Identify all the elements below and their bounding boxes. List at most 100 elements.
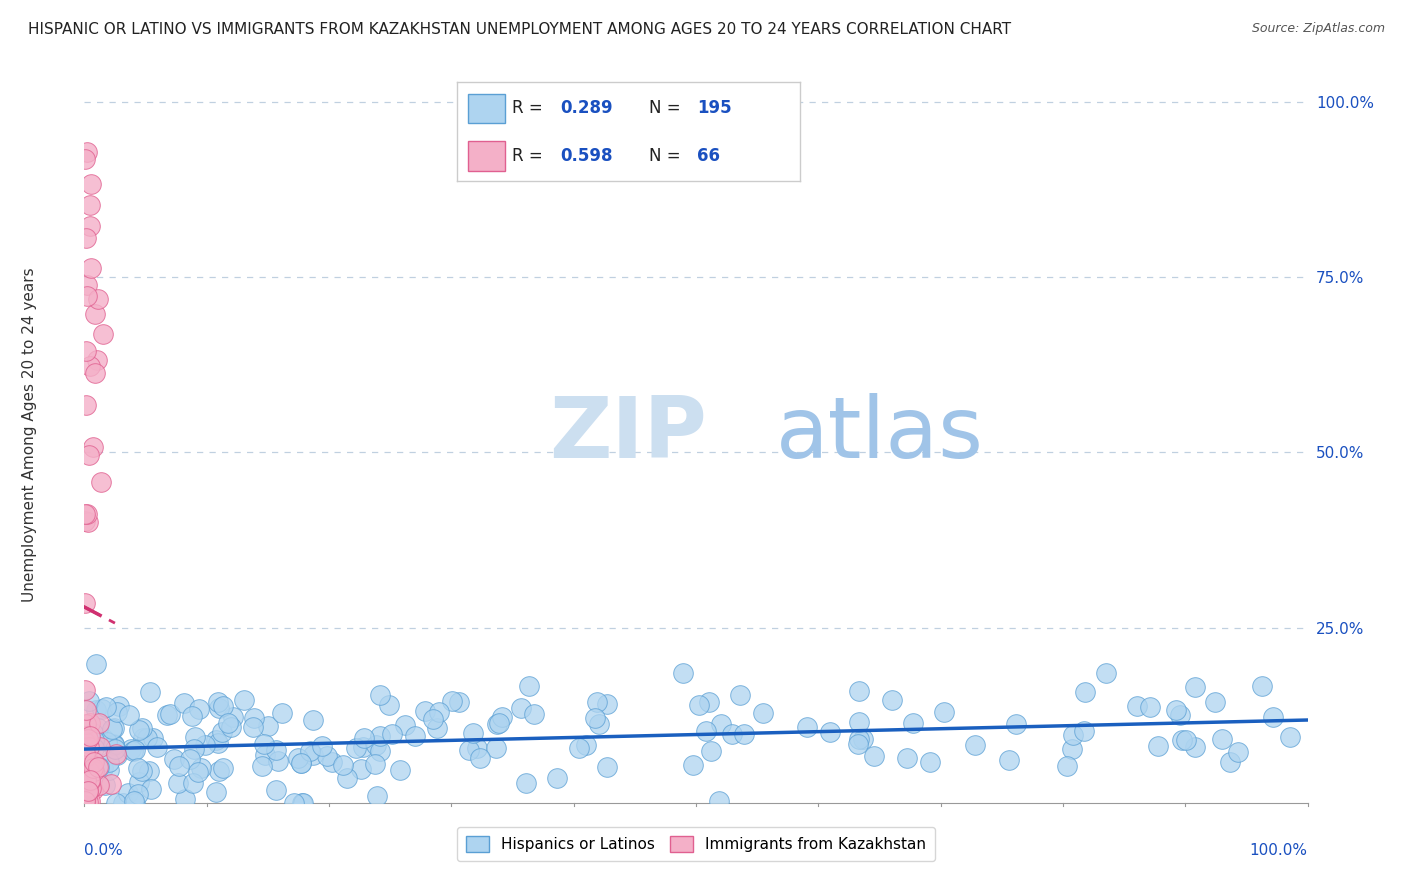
- Point: [83, 366, 105, 380]
- Point: [104, 742, 127, 756]
- Point: [82, 782, 104, 797]
- Point: [368, 689, 391, 703]
- Point: [583, 711, 606, 725]
- Point: [321, 755, 343, 769]
- Point: [344, 741, 367, 756]
- Point: [145, 740, 167, 755]
- Point: [83, 732, 105, 747]
- Point: [75, 507, 97, 521]
- Point: [79, 219, 101, 234]
- Point: [575, 738, 598, 752]
- Point: [80, 736, 103, 750]
- Point: [1204, 695, 1226, 709]
- Point: [266, 754, 288, 768]
- Point: [353, 731, 375, 745]
- Point: [517, 679, 540, 693]
- Point: [87, 722, 110, 736]
- Point: [1074, 685, 1097, 699]
- Point: [426, 721, 449, 735]
- Point: [370, 744, 392, 758]
- Point: [93, 762, 115, 776]
- Point: [75, 399, 97, 413]
- Point: [100, 777, 122, 791]
- Point: [596, 697, 619, 711]
- Point: [77, 735, 100, 749]
- Point: [117, 786, 139, 800]
- Point: [77, 739, 100, 754]
- Point: [79, 793, 101, 807]
- Point: [1062, 728, 1084, 742]
- Point: [491, 710, 513, 724]
- Point: [457, 743, 479, 757]
- Point: [128, 774, 150, 789]
- Point: [217, 715, 239, 730]
- Point: [76, 516, 98, 530]
- Point: [104, 747, 127, 761]
- Point: [1171, 732, 1194, 747]
- Point: [83, 740, 105, 755]
- Point: [76, 795, 98, 809]
- Point: [253, 737, 276, 751]
- Text: 100.0%: 100.0%: [1250, 843, 1308, 858]
- Point: [122, 793, 145, 807]
- Point: [404, 729, 426, 743]
- Point: [131, 721, 153, 735]
- Point: [75, 717, 97, 731]
- Point: [242, 720, 264, 734]
- Point: [96, 735, 118, 749]
- Point: [73, 793, 96, 807]
- Point: [596, 760, 619, 774]
- Point: [76, 731, 98, 746]
- Point: [77, 764, 100, 779]
- Point: [91, 326, 114, 341]
- Point: [75, 596, 97, 610]
- Point: [105, 747, 128, 762]
- Point: [752, 706, 775, 721]
- Point: [468, 751, 491, 765]
- Point: [1261, 710, 1284, 724]
- Point: [77, 784, 100, 798]
- Point: [181, 709, 204, 723]
- Point: [82, 761, 104, 775]
- Point: [167, 776, 190, 790]
- Text: Unemployment Among Ages 20 to 24 years: Unemployment Among Ages 20 to 24 years: [22, 268, 37, 602]
- Point: [121, 743, 143, 757]
- Point: [697, 695, 720, 709]
- Point: [232, 693, 254, 707]
- Point: [89, 716, 111, 731]
- Text: HISPANIC OR LATINO VS IMMIGRANTS FROM KAZAKHSTAN UNEMPLOYMENT AMONG AGES 20 TO 2: HISPANIC OR LATINO VS IMMIGRANTS FROM KA…: [28, 22, 1011, 37]
- Point: [76, 748, 98, 763]
- Point: [901, 715, 924, 730]
- Text: atlas: atlas: [776, 393, 983, 476]
- Point: [441, 694, 464, 708]
- Point: [79, 716, 101, 731]
- Point: [366, 738, 388, 752]
- Point: [83, 307, 105, 321]
- Point: [211, 725, 233, 739]
- Point: [91, 702, 114, 716]
- Point: [301, 747, 323, 762]
- Point: [127, 787, 149, 801]
- Point: [1060, 741, 1083, 756]
- Point: [256, 719, 278, 733]
- Point: [73, 746, 96, 760]
- Point: [1095, 666, 1118, 681]
- Point: [111, 796, 134, 810]
- Point: [76, 729, 98, 743]
- Point: [101, 722, 124, 736]
- Point: [242, 711, 264, 725]
- Point: [222, 710, 245, 724]
- Point: [709, 717, 731, 731]
- Point: [181, 776, 204, 790]
- Point: [76, 787, 98, 801]
- Point: [818, 725, 841, 739]
- Point: [364, 757, 387, 772]
- Point: [311, 739, 333, 753]
- Point: [852, 731, 875, 746]
- Point: [212, 761, 235, 775]
- Point: [695, 723, 717, 738]
- Point: [76, 765, 98, 780]
- Point: [1170, 707, 1192, 722]
- Point: [127, 760, 149, 774]
- Point: [82, 753, 104, 767]
